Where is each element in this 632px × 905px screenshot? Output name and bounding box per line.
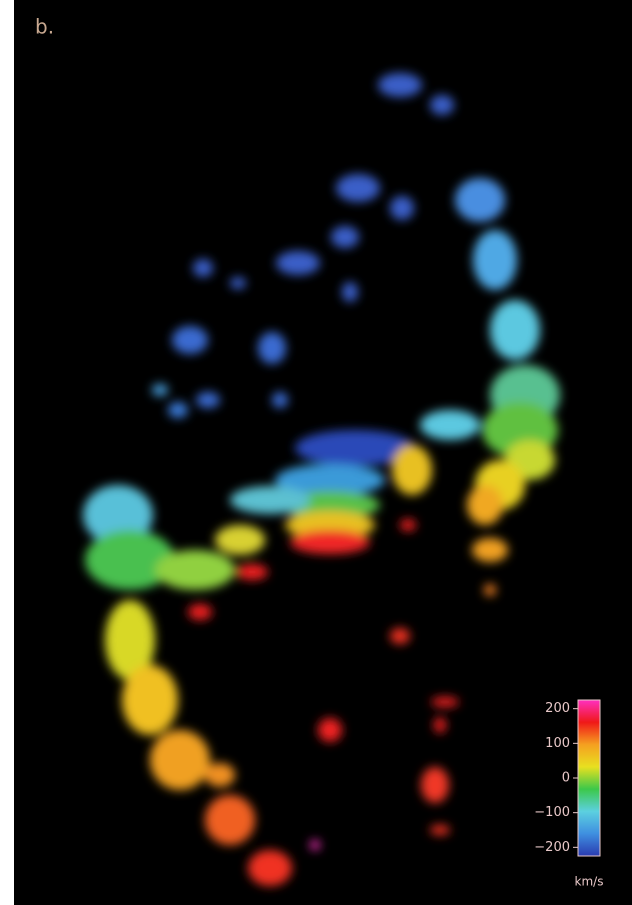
colorbar-tick-label: 0 [562, 771, 570, 786]
colorbar-tick-label: −100 [534, 805, 570, 820]
colorbar-unit: km/s [575, 875, 604, 889]
figure: b. km/s 200 100 0 −100 −200 [0, 0, 632, 905]
colorbar-tick-label: −200 [534, 840, 570, 855]
colorbar-tick-label: 100 [545, 736, 570, 751]
panel-label: b. [35, 15, 54, 39]
colorbar-tick-label: 200 [545, 701, 570, 716]
page: b. km/s 2001000−100−200 (() => { const d… [0, 0, 632, 905]
colorbar [578, 700, 600, 856]
